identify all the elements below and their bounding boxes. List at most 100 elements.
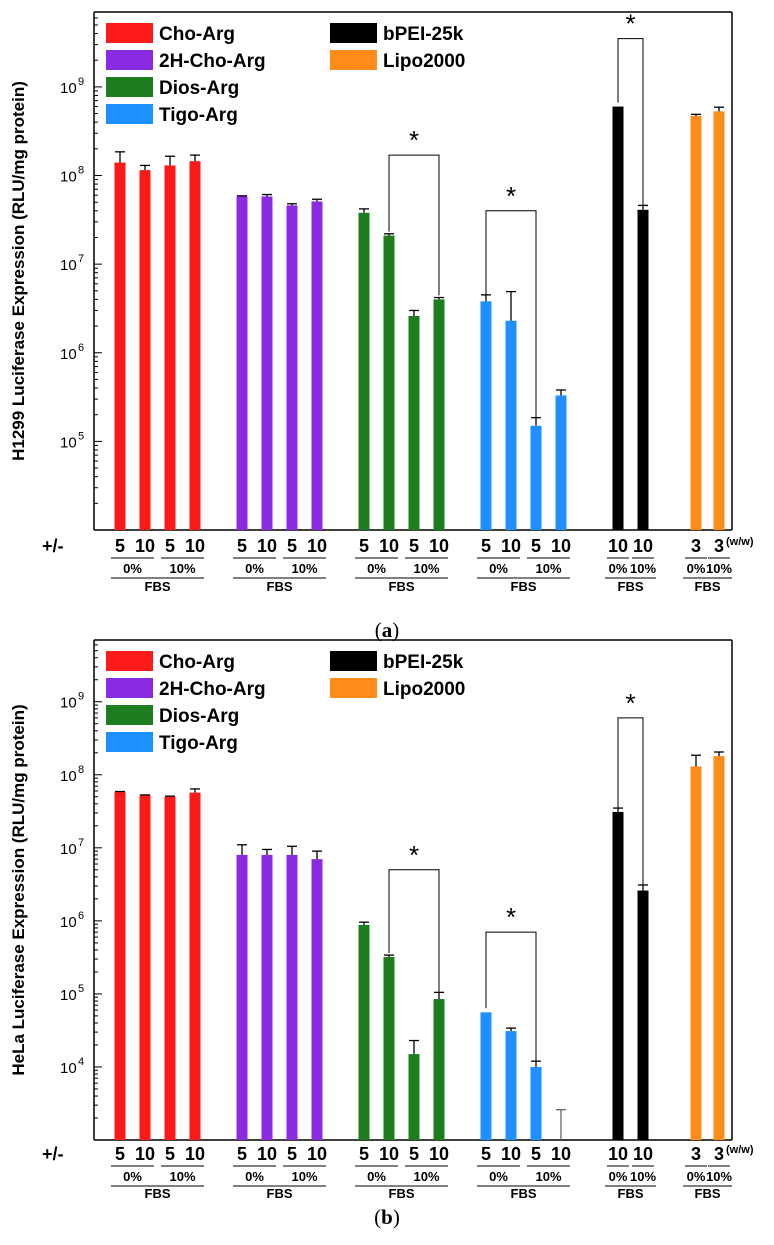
legend-swatch: [330, 678, 377, 698]
bar-ratio-label: 5: [115, 536, 125, 556]
legend-label: bPEI-25k: [383, 652, 464, 673]
legend-label: Tigo-Arg: [159, 733, 238, 754]
fbs-percent-label: 0%: [489, 1169, 508, 1184]
legend-item: Dios-Arg: [106, 705, 239, 727]
bar-ratio-label: 3: [691, 536, 701, 556]
legend-label: Tigo-Arg: [159, 105, 238, 126]
bar: [114, 162, 126, 530]
fbs-percent-label: 10%: [706, 561, 732, 576]
legend-swatch: [106, 651, 153, 671]
bar-ratio-label: 5: [359, 536, 369, 556]
y-tick-exponent: 6: [78, 342, 84, 354]
y-tick-exponent: 7: [78, 253, 84, 265]
bar-ratio-label: 10: [633, 1144, 653, 1164]
y-tick-exponent: 9: [78, 691, 84, 703]
y-tick-label: 10 9: [60, 691, 84, 712]
bar: [612, 106, 624, 531]
significance-bracket: *: [485, 902, 537, 1063]
bar-ratio-label: 10: [257, 536, 277, 556]
bar-ratio-label: 5: [531, 1144, 541, 1164]
legend-item: Lipo2000: [330, 678, 465, 700]
fbs-label: FBS: [145, 1186, 171, 1201]
bar: [637, 209, 649, 531]
fbs-percent-label: 0%: [609, 1169, 628, 1184]
bar-ratio-label: 10: [185, 536, 205, 556]
bar-ratio-label: 10: [379, 536, 399, 556]
bar-ratio-label: 10: [257, 1144, 277, 1164]
significance-bracket: *: [388, 125, 440, 296]
legend: Cho-Arg 2H-Cho-Arg Dios-Arg Tigo-Arg bPEI-25…: [106, 651, 465, 754]
bar: [164, 165, 176, 531]
fbs-label: FBS: [267, 579, 293, 594]
bar-group: 3 3 0% 10% FBS (w/w): [683, 106, 754, 594]
legend-label: Cho-Arg: [159, 652, 235, 673]
bar: [139, 795, 151, 1140]
bar: [383, 235, 395, 530]
legend-item: Cho-Arg: [106, 651, 235, 673]
legend: Cho-Arg 2H-Cho-Arg Dios-Arg Tigo-Arg bPEI-25…: [106, 23, 465, 126]
bar-ratio-label: 10: [379, 1144, 399, 1164]
legend-label: bPEI-25k: [383, 24, 464, 45]
fbs-percent-label: 10%: [169, 1169, 195, 1184]
y-tick-label: 10 9: [60, 76, 84, 97]
fbs-percent-label: 10%: [413, 561, 439, 576]
bar-group: 10 10 0% 10% FBS: [605, 106, 656, 594]
legend-swatch: [330, 651, 377, 671]
y-axis-title: HeLa Luciferase Expression (RLU/mg prote…: [9, 704, 28, 1075]
fbs-percent-label: 0%: [687, 561, 706, 576]
bar: [530, 425, 542, 530]
fbs-label: FBS: [511, 579, 537, 594]
bar-ratio-label: 10: [429, 536, 449, 556]
bar: [383, 957, 395, 1140]
legend-label: 2H-Cho-Arg: [159, 679, 266, 700]
bar: [433, 999, 445, 1140]
bar-ratio-label: 3: [714, 536, 724, 556]
bar: [530, 1066, 542, 1140]
bar: [189, 161, 201, 530]
legend-swatch: [330, 50, 377, 70]
bar-ratio-label: 5: [165, 1144, 175, 1164]
legend-swatch: [106, 678, 153, 698]
bar: [358, 212, 370, 530]
bar-ratio-label: 5: [531, 536, 541, 556]
bar: [261, 854, 273, 1140]
significance-star: *: [506, 181, 516, 211]
bar: [505, 1031, 517, 1140]
y-tick-base: 10: [60, 987, 77, 1004]
bar-group: 3 3 0% 10% FBS (w/w): [683, 751, 754, 1201]
legend-item: bPEI-25k: [330, 651, 464, 673]
bar-ratio-label: 5: [287, 1144, 297, 1164]
bar: [408, 1054, 420, 1140]
caption-letter: a: [382, 618, 393, 642]
bar-ratio-label: 10: [608, 536, 628, 556]
bar-ratio-label: 10: [429, 1144, 449, 1164]
y-tick-exponent: 5: [78, 430, 84, 442]
bracket-line: [485, 210, 537, 422]
significance-star: *: [506, 902, 516, 932]
fbs-label: FBS: [618, 579, 644, 594]
significance-star: *: [625, 9, 635, 39]
y-tick-base: 10: [60, 695, 77, 712]
caption-close-paren: ): [392, 618, 399, 642]
bar-group: 5 10 5 10 0% 10% FBS: [111, 788, 205, 1201]
fbs-percent-label: 10%: [535, 561, 561, 576]
bar: [480, 1012, 492, 1140]
legend-swatch: [106, 77, 153, 97]
y-tick-label: 10 6: [60, 910, 84, 931]
fbs-percent-label: 0%: [489, 561, 508, 576]
significance-bracket: *: [485, 181, 537, 422]
fbs-label: FBS: [145, 579, 171, 594]
legend-swatch: [106, 104, 153, 124]
bar-ratio-label: 10: [307, 1144, 327, 1164]
bar-ratio-label: 5: [481, 1144, 491, 1164]
y-tick-exponent: 8: [78, 764, 84, 776]
bar: [236, 196, 248, 531]
y-tick-base: 10: [60, 434, 77, 451]
bar-ratio-label: 5: [115, 1144, 125, 1164]
y-tick-base: 10: [60, 914, 77, 931]
bar: [433, 299, 445, 530]
bracket-line: [617, 38, 644, 206]
fbs-percent-label: 10%: [291, 561, 317, 576]
bar: [114, 792, 126, 1140]
ratio-unit-label: (w/w): [726, 536, 754, 548]
